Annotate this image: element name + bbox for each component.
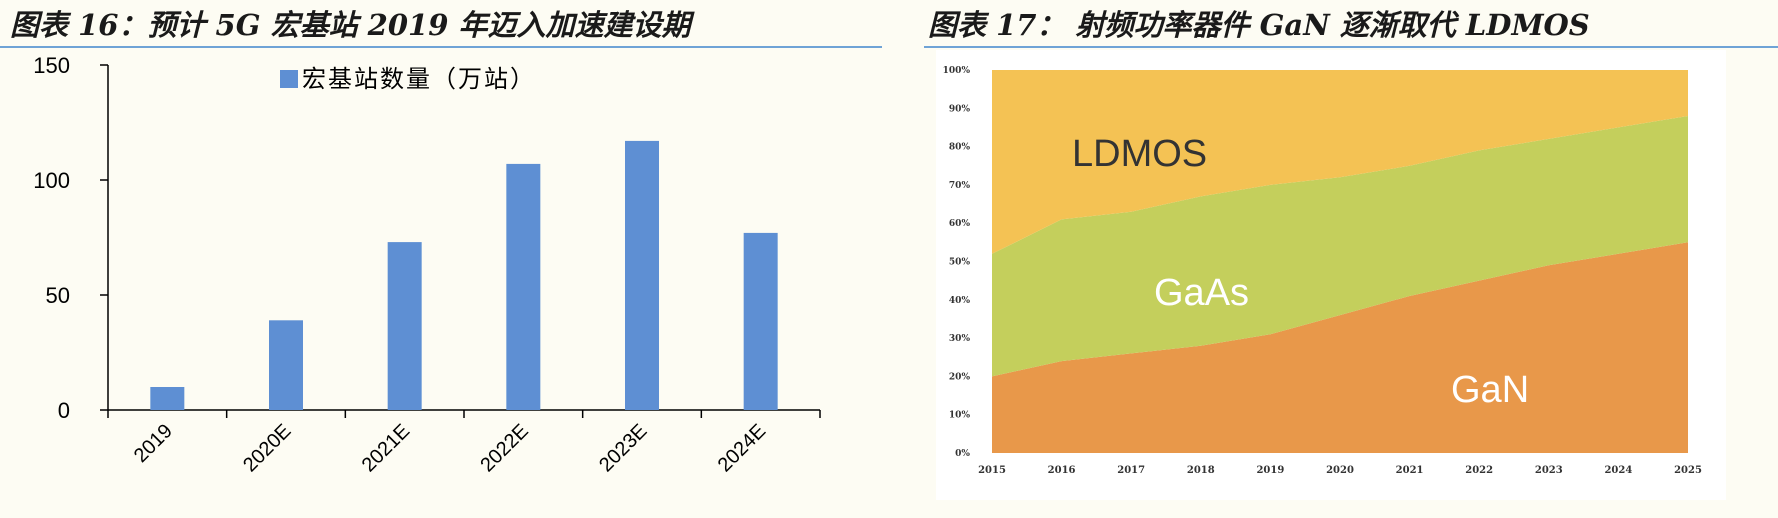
bar	[506, 163, 541, 410]
legend-label: 宏基站数量（万站）	[302, 65, 536, 93]
bar-chart: 0 50 100 150 2019 2020E 2021E 2022E 2023E 2024E 宏基…	[33, 53, 821, 476]
right-title-divider	[924, 46, 1778, 48]
right-chart-title: 图表 17： 射频功率器件 GaN 逐渐取代 LDMOS	[928, 8, 1590, 42]
series-label-gan: GaN	[1451, 369, 1529, 411]
x-tick-label: 2019	[1256, 465, 1284, 476]
x-tick-label: 2017	[1117, 465, 1145, 476]
y-tick-label: 100	[33, 168, 70, 193]
left-title-divider	[0, 46, 882, 48]
y-tick-label: 20%	[949, 372, 971, 382]
y-tick-label: 30%	[949, 334, 971, 344]
y-tick-label: 60%	[949, 219, 971, 229]
x-tick-label: 2021	[1396, 465, 1424, 476]
x-tick-label: 2024	[1604, 465, 1632, 476]
y-tick-label: 40%	[949, 296, 971, 306]
bar	[743, 232, 778, 410]
y-tick-label: 70%	[949, 181, 971, 191]
bar	[150, 387, 185, 410]
series-label-gaas: GaAs	[1154, 272, 1249, 314]
y-tick-label: 80%	[949, 143, 971, 153]
x-tick-label: 2020E	[239, 420, 295, 476]
y-tick-label: 100%	[943, 66, 971, 76]
y-tick-label: 10%	[949, 411, 971, 421]
y-tick-label: 0	[58, 398, 70, 423]
x-tick-label: 2025	[1674, 465, 1702, 476]
area-gaas	[992, 116, 1688, 377]
y-tick-label: 90%	[949, 104, 971, 114]
x-tick-label: 2024E	[714, 420, 770, 476]
x-tick-label: 2015	[978, 465, 1006, 476]
x-tick-label: 2016	[1048, 465, 1076, 476]
x-tick-label: 2022E	[476, 420, 532, 476]
x-tick-label: 2019	[130, 420, 177, 467]
area-gan	[992, 242, 1688, 453]
y-tick-label: 50	[46, 283, 70, 308]
area-ldmos	[992, 70, 1688, 254]
y-tick-label: 50%	[949, 258, 971, 268]
x-tick-label: 2021E	[358, 420, 414, 476]
x-tick-label: 2022	[1465, 465, 1493, 476]
x-tick-label: 2023E	[595, 420, 651, 476]
bar	[269, 320, 303, 410]
y-tick-label: 0%	[955, 449, 970, 459]
series-label-ldmos: LDMOS	[1072, 133, 1207, 175]
legend-swatch	[280, 70, 298, 88]
y-tick-label: 150	[33, 53, 70, 78]
bar	[625, 140, 659, 410]
stacked-area-chart: 0% 10% 20% 30% 40% 50% 60% 70% 80% 90% 100% 2015 201…	[936, 50, 1726, 500]
x-tick-label: 2023	[1535, 465, 1563, 476]
bar	[387, 242, 422, 410]
x-tick-label: 2018	[1187, 465, 1215, 476]
x-tick-label: 2020	[1326, 465, 1354, 476]
left-chart-title: 图表 16：预计 5G 宏基站 2019 年迈入加速建设期	[10, 8, 691, 42]
